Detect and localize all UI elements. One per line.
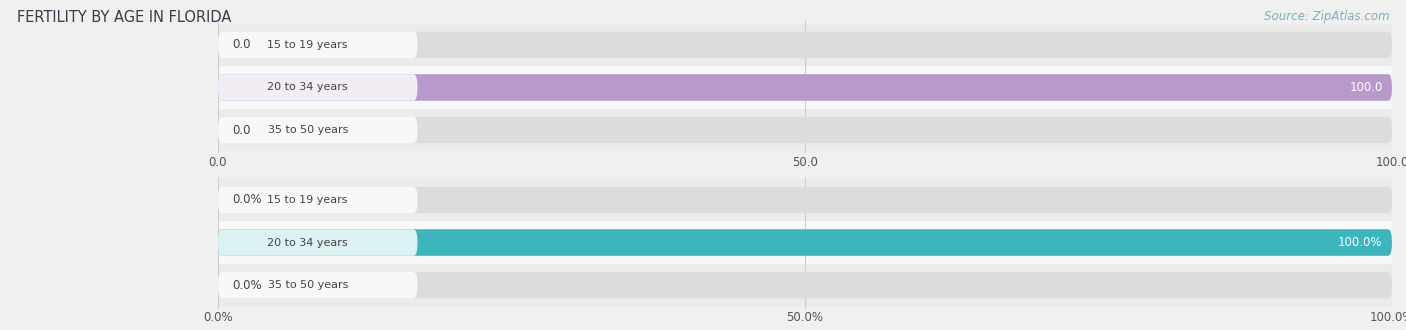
Bar xyxy=(218,264,1392,307)
FancyBboxPatch shape xyxy=(218,32,418,58)
FancyBboxPatch shape xyxy=(218,32,1392,58)
Bar xyxy=(218,109,1392,151)
Text: Source: ZipAtlas.com: Source: ZipAtlas.com xyxy=(1264,10,1389,23)
Bar xyxy=(218,221,1392,264)
FancyBboxPatch shape xyxy=(218,272,1392,298)
FancyBboxPatch shape xyxy=(218,229,1392,256)
FancyBboxPatch shape xyxy=(218,74,418,101)
FancyBboxPatch shape xyxy=(218,74,1392,101)
Text: 0.0%: 0.0% xyxy=(232,279,262,292)
Text: 35 to 50 years: 35 to 50 years xyxy=(267,125,347,135)
FancyBboxPatch shape xyxy=(218,229,418,256)
Text: FERTILITY BY AGE IN FLORIDA: FERTILITY BY AGE IN FLORIDA xyxy=(17,10,231,25)
FancyBboxPatch shape xyxy=(218,117,418,143)
Text: 100.0%: 100.0% xyxy=(1339,236,1382,249)
Text: 100.0: 100.0 xyxy=(1350,81,1382,94)
Text: 20 to 34 years: 20 to 34 years xyxy=(267,82,349,92)
FancyBboxPatch shape xyxy=(218,187,418,213)
Text: 0.0: 0.0 xyxy=(232,38,250,51)
Bar xyxy=(218,179,1392,221)
FancyBboxPatch shape xyxy=(218,272,418,298)
Text: 20 to 34 years: 20 to 34 years xyxy=(267,238,349,248)
Text: 15 to 19 years: 15 to 19 years xyxy=(267,195,349,205)
Text: 35 to 50 years: 35 to 50 years xyxy=(267,280,347,290)
Text: 15 to 19 years: 15 to 19 years xyxy=(267,40,349,50)
FancyBboxPatch shape xyxy=(218,229,1392,256)
FancyBboxPatch shape xyxy=(218,117,1392,143)
Bar xyxy=(218,23,1392,66)
Text: 0.0%: 0.0% xyxy=(232,193,262,207)
FancyBboxPatch shape xyxy=(218,187,1392,213)
FancyBboxPatch shape xyxy=(218,74,1392,101)
Text: 0.0: 0.0 xyxy=(232,123,250,137)
Bar xyxy=(218,66,1392,109)
